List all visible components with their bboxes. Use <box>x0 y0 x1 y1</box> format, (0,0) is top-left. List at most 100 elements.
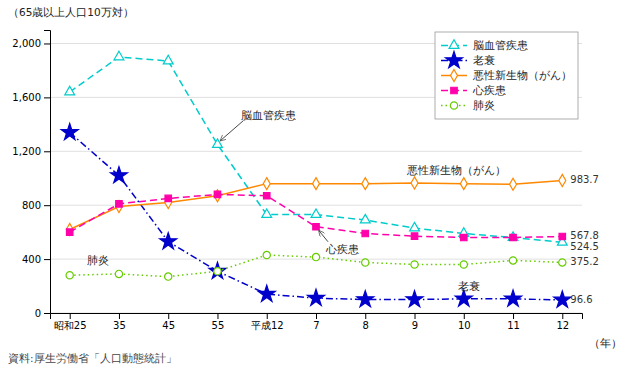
legend-swatch-marker <box>450 102 457 109</box>
legend-label: 心疾患 <box>472 84 506 96</box>
y-tick-label: 400 <box>22 254 41 265</box>
series-marker <box>263 178 270 190</box>
x-tick-label: 平成12 <box>251 320 284 331</box>
x-tick-mark <box>513 313 514 319</box>
y-axis: 0 400 800 1,200 1,600 2,000 <box>12 31 50 319</box>
value-label: 567.8 <box>570 230 599 241</box>
x-tick-label: 45 <box>162 320 175 331</box>
legend-swatch-marker <box>449 40 459 49</box>
x-tick: 10 <box>458 313 471 331</box>
y-tick-label: 2,000 <box>12 38 41 49</box>
y-tick: 400 <box>22 254 50 265</box>
chart-svg: 04008001,2001,6002,000昭和25354555平成127891… <box>0 0 630 369</box>
grid-line <box>50 151 582 152</box>
annotations: 脳血管疾患心疾患悪性新生物（がん）老衰肺炎 <box>87 109 506 293</box>
annotation-arrow <box>319 231 328 242</box>
x-tick-mark <box>70 313 71 319</box>
series-marker <box>460 261 467 268</box>
chart-container: 04008001,2001,6002,000昭和25354555平成127891… <box>0 0 630 369</box>
series-marker <box>110 167 127 183</box>
series-marker <box>559 259 566 266</box>
value-label: 96.6 <box>570 294 592 305</box>
y-tick-mark <box>44 97 50 98</box>
series-marker <box>510 178 517 190</box>
legend-swatch-marker <box>445 52 462 68</box>
y-tick: 0 <box>35 308 50 319</box>
x-tick-mark <box>267 313 268 319</box>
data-layer <box>61 51 571 307</box>
y-tick-mark <box>44 151 50 152</box>
x-tick-mark <box>119 313 120 319</box>
legend: 脳血管疾患老衰悪性新生物（がん）心疾患肺炎 <box>435 32 578 119</box>
series-marker <box>114 51 124 60</box>
series-marker <box>461 234 467 240</box>
series-marker <box>165 195 171 201</box>
y-tick-mark <box>44 313 50 314</box>
annotation: 肺炎 <box>87 254 109 267</box>
value-label: 524.5 <box>570 241 599 252</box>
x-tick-label: 12 <box>556 320 569 331</box>
y-axis-line <box>44 31 51 314</box>
y-tick-label: 1,200 <box>12 146 41 157</box>
x-tick-label: 35 <box>113 320 126 331</box>
x-tick: 45 <box>162 313 175 331</box>
series <box>66 251 566 280</box>
annotation: 心疾患 <box>325 243 359 256</box>
series-marker <box>214 190 221 202</box>
series-marker <box>360 214 370 223</box>
y-tick-label: 0 <box>35 308 41 319</box>
x-axis-line <box>51 314 583 320</box>
x-tick-mark <box>316 313 317 319</box>
legend-item: 悪性新生物（がん） <box>441 69 572 82</box>
series-marker <box>262 209 272 218</box>
y-tick-mark <box>44 43 50 44</box>
series-marker <box>362 230 368 236</box>
series <box>66 191 565 241</box>
y-tick: 2,000 <box>12 38 50 49</box>
legend-item: 肺炎 <box>441 99 495 111</box>
series-marker <box>509 257 516 264</box>
series-marker <box>116 201 122 207</box>
x-axis: 昭和25354555平成12789101112 <box>51 313 583 331</box>
value-labels: 983.7567.8524.5375.296.6 <box>570 174 599 305</box>
x-tick-label: 55 <box>212 320 225 331</box>
x-tick-label: 昭和25 <box>54 320 87 331</box>
series-marker <box>313 178 320 190</box>
series-line <box>70 194 563 237</box>
series <box>61 123 571 307</box>
x-tick-label: 11 <box>507 320 520 331</box>
x-tick-label: 8 <box>363 320 369 331</box>
x-tick: 12 <box>556 313 569 331</box>
legend-swatch-marker <box>451 87 457 93</box>
series <box>66 174 566 235</box>
grid <box>50 43 582 313</box>
x-tick-mark <box>365 313 366 319</box>
series-marker <box>312 253 319 260</box>
legend-item: 心疾患 <box>441 84 506 96</box>
legend-label: 悪性新生物（がん） <box>472 69 572 81</box>
series-marker <box>508 232 518 241</box>
legend-box <box>435 32 578 119</box>
legend-label: 肺炎 <box>473 99 495 111</box>
series-marker <box>311 209 321 218</box>
series-marker <box>362 178 369 190</box>
y-tick-label: 800 <box>22 200 41 211</box>
x-tick: 55 <box>212 313 225 331</box>
y-tick: 1,200 <box>12 146 50 157</box>
value-label: 983.7 <box>570 174 599 185</box>
source-note: 資料:厚生労働省「人口動態統計」 <box>8 352 177 364</box>
series-marker <box>410 222 420 231</box>
y-tick-label: 1,600 <box>12 92 41 103</box>
y-tick: 1,600 <box>12 92 50 103</box>
x-tick-mark <box>168 313 169 319</box>
series-marker <box>209 262 226 278</box>
x-tick-label: 7 <box>313 320 319 331</box>
series-marker <box>258 285 275 301</box>
series-marker <box>61 123 78 139</box>
x-tick: 8 <box>363 313 369 331</box>
series-marker <box>357 291 374 307</box>
x-tick-mark <box>464 313 465 319</box>
series-marker <box>406 291 423 307</box>
x-tick-mark <box>415 313 416 319</box>
y-tick: 800 <box>22 200 50 211</box>
